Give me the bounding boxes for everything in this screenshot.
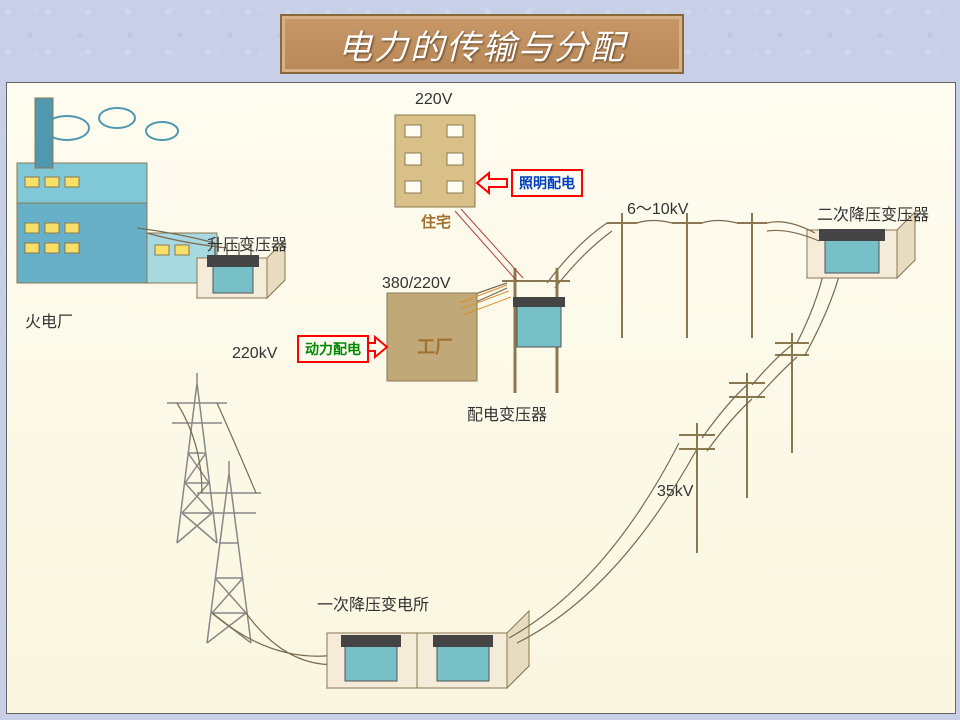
poles-35kv [679, 333, 809, 553]
page-title: 电力的传输与分配 [338, 20, 626, 69]
label-factory: 工厂 [417, 333, 453, 359]
label-primary: 一次降压变电所 [317, 591, 429, 615]
primary-substation [327, 611, 529, 688]
poles-6-10kv [607, 213, 767, 338]
label-house: 住宅 [421, 211, 451, 232]
tower-220kv-2 [197, 461, 261, 643]
label-plant: 火电厂 [25, 308, 73, 332]
diagram-panel: 火电厂 升压变压器 220kV 一次降压变电所 35kV 二次降压变压器 6～1… [6, 82, 956, 714]
label-220v: 220V [415, 91, 452, 109]
residential-building [395, 115, 475, 207]
diagram-svg [7, 83, 955, 713]
callout-lighting: 照明配电 [511, 169, 583, 197]
label-35kv: 35kV [657, 483, 693, 501]
label-6-10kv: 6～10kV [627, 195, 688, 219]
callout-power: 动力配电 [297, 335, 369, 363]
label-380-220: 380/220V [382, 275, 451, 293]
title-banner: 电力的传输与分配 [280, 14, 684, 74]
tower-220kv-1 [167, 373, 227, 543]
label-secondary: 二次降压变压器 [817, 201, 929, 225]
label-dist: 配电变压器 [467, 401, 547, 425]
label-220kv: 220kV [232, 345, 277, 363]
label-stepup: 升压变压器 [207, 231, 287, 255]
